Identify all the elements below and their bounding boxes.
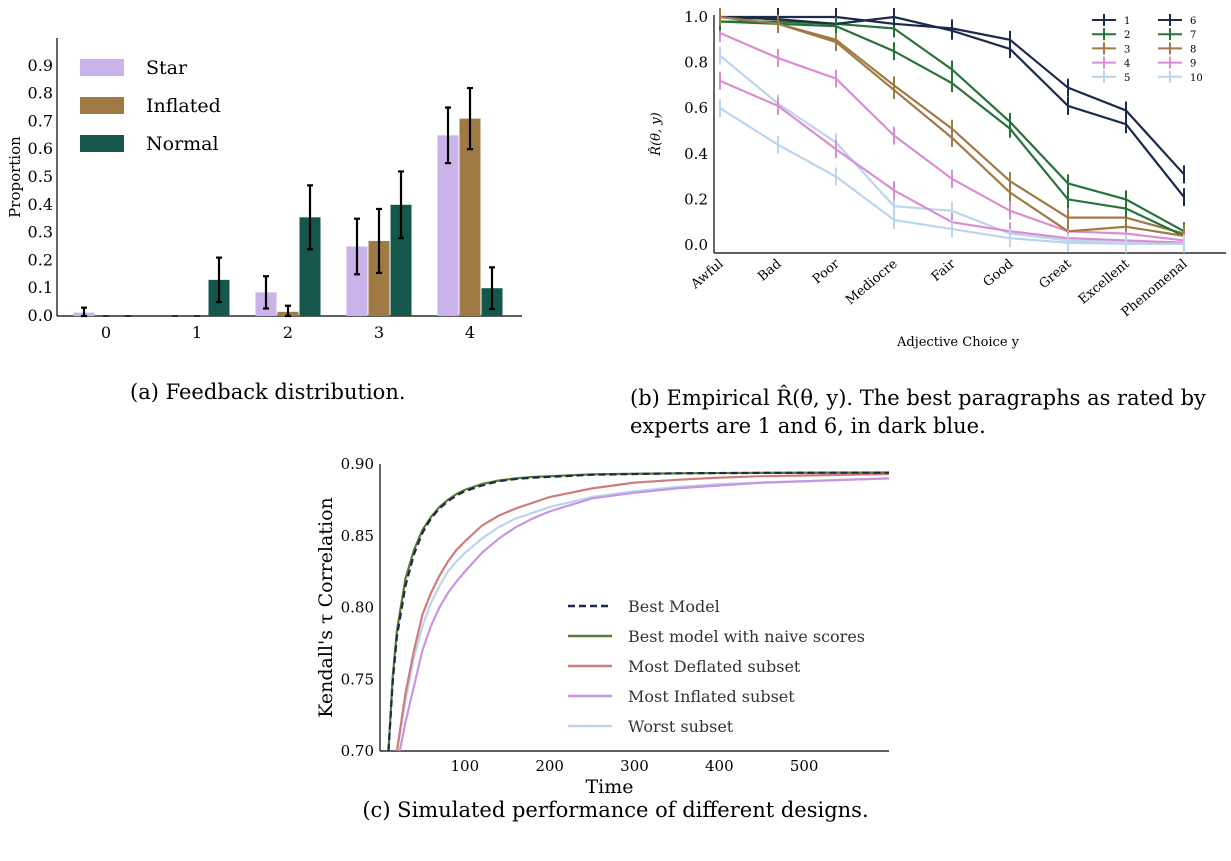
- panel-empirical-r: 0.0 0.2 0.4 0.6 0.8 1.0 Awful Bad Poor Mediocre Fa…: [600, 0, 1231, 455]
- y-axis-label: Kendall's τ Correlation: [315, 497, 337, 718]
- bar: [437, 135, 459, 316]
- y-tick-label: 0.80: [341, 599, 374, 617]
- series-line: [398, 477, 890, 751]
- x-tick-label: 200: [535, 757, 564, 775]
- y-tick-label: 0.8: [28, 84, 53, 103]
- legend-swatch: [80, 135, 124, 152]
- x-tick-label: Awful: [688, 257, 727, 293]
- y-tick-label: 0.6: [28, 139, 53, 158]
- legend-label: Most Deflated subset: [628, 657, 801, 676]
- y-tick-label: 1.0: [684, 8, 708, 26]
- legend-label: Most Inflated subset: [628, 687, 795, 706]
- x-axis-label: Time: [585, 776, 633, 798]
- legend-swatch: [80, 97, 124, 114]
- bar: [346, 246, 368, 316]
- panel-simulated-performance: 0.70 0.75 0.80 0.85 0.90 100 200 300 400 500 Kenda…: [300, 445, 920, 861]
- y-tick-label: 0.8: [684, 54, 708, 72]
- legend-label: Worst subset: [628, 717, 734, 736]
- x-tick-label: Bad: [755, 257, 784, 285]
- legend-label: 4: [1124, 59, 1130, 70]
- x-tick-label: 2: [283, 323, 293, 342]
- legend-label: 2: [1124, 30, 1130, 41]
- legend-label: 5: [1124, 73, 1130, 84]
- caption-c: (c) Simulated performance of different d…: [362, 798, 869, 822]
- legend-label: 3: [1124, 44, 1130, 55]
- legend-label: Star: [146, 57, 188, 79]
- bar: [390, 204, 412, 316]
- y-tick-label: 0.2: [28, 250, 53, 269]
- y-tick-label: 0.1: [28, 278, 53, 297]
- caption-a: (a) Feedback distribution.: [130, 380, 406, 404]
- y-tick-label: 0.90: [341, 455, 374, 473]
- x-tick-label: 0: [101, 323, 111, 342]
- y-tick-label: 0.85: [341, 527, 374, 545]
- bar: [459, 118, 481, 317]
- y-tick-label: 0.7: [28, 111, 53, 130]
- caption-b: (b) Empirical R̂(θ, y). The best paragra…: [630, 386, 1206, 438]
- y-tick-label: 0.4: [28, 195, 53, 214]
- y-tick-label: 0.0: [684, 236, 708, 254]
- y-axis-label: R̂(θ, y): [648, 112, 664, 156]
- series-line: [387, 471, 889, 751]
- x-tick-label: Mediocre: [843, 256, 901, 308]
- x-tick-label: 400: [705, 757, 734, 775]
- x-tick-label: Poor: [810, 256, 843, 287]
- bar: [299, 217, 321, 316]
- x-tick-label: Excellent: [1076, 256, 1133, 307]
- legend-label: 10: [1190, 73, 1203, 84]
- y-tick-label: 0.5: [28, 167, 53, 186]
- legend-label: Best Model: [628, 597, 720, 616]
- x-tick-label: 4: [465, 323, 475, 342]
- legend-label: 1: [1124, 16, 1130, 27]
- bar: [368, 240, 390, 316]
- x-tick-label: Fair: [929, 256, 959, 285]
- legend-label: Inflated: [146, 95, 221, 117]
- chart-a-svg: 0.0 0.1 0.2 0.3 0.4 0.5 0.6 0.7 0.8 0.9 0 1 2 3 4 Propo…: [6, 38, 522, 342]
- legend-label: Best model with naive scores: [628, 627, 865, 646]
- legend-label: 7: [1190, 30, 1196, 41]
- chart-c-svg: 0.70 0.75 0.80 0.85 0.90 100 200 300 400 500 Kenda…: [315, 455, 890, 798]
- y-tick-label: 0.9: [28, 56, 53, 75]
- x-tick-label: 1: [192, 323, 202, 342]
- y-tick-label: 0.70: [341, 742, 374, 760]
- panel-feedback-distribution: 0.0 0.1 0.2 0.3 0.4 0.5 0.6 0.7 0.8 0.9 0 1 2 3 4 Propo…: [0, 0, 560, 420]
- y-tick-label: 0.0: [28, 306, 53, 325]
- legend-label: Normal: [146, 133, 219, 155]
- y-tick-label: 0.75: [341, 670, 374, 688]
- series-line: [395, 472, 890, 751]
- x-tick-label: 300: [620, 757, 649, 775]
- series-line: [395, 477, 890, 751]
- y-tick-label: 0.6: [684, 99, 708, 117]
- y-tick-label: 0.4: [684, 145, 708, 163]
- chart-b-svg: 0.0 0.2 0.4 0.6 0.8 1.0 Awful Bad Poor Mediocre Fa…: [648, 8, 1226, 350]
- x-tick-label: 500: [790, 757, 819, 775]
- y-tick-label: 0.2: [684, 190, 708, 208]
- legend-swatch: [80, 59, 124, 76]
- legend-label: 9: [1190, 59, 1196, 70]
- x-tick-label: 3: [374, 323, 384, 342]
- y-tick-label: 0.3: [28, 223, 53, 242]
- y-axis-label: Proportion: [6, 136, 24, 218]
- legend-label: 8: [1190, 44, 1196, 55]
- legend-label: 6: [1190, 16, 1196, 27]
- x-tick-label: Great: [1036, 256, 1075, 292]
- x-tick-label: Good: [981, 257, 1017, 291]
- x-tick-label: 100: [451, 757, 480, 775]
- x-axis-label: Adjective Choice y: [896, 335, 1020, 350]
